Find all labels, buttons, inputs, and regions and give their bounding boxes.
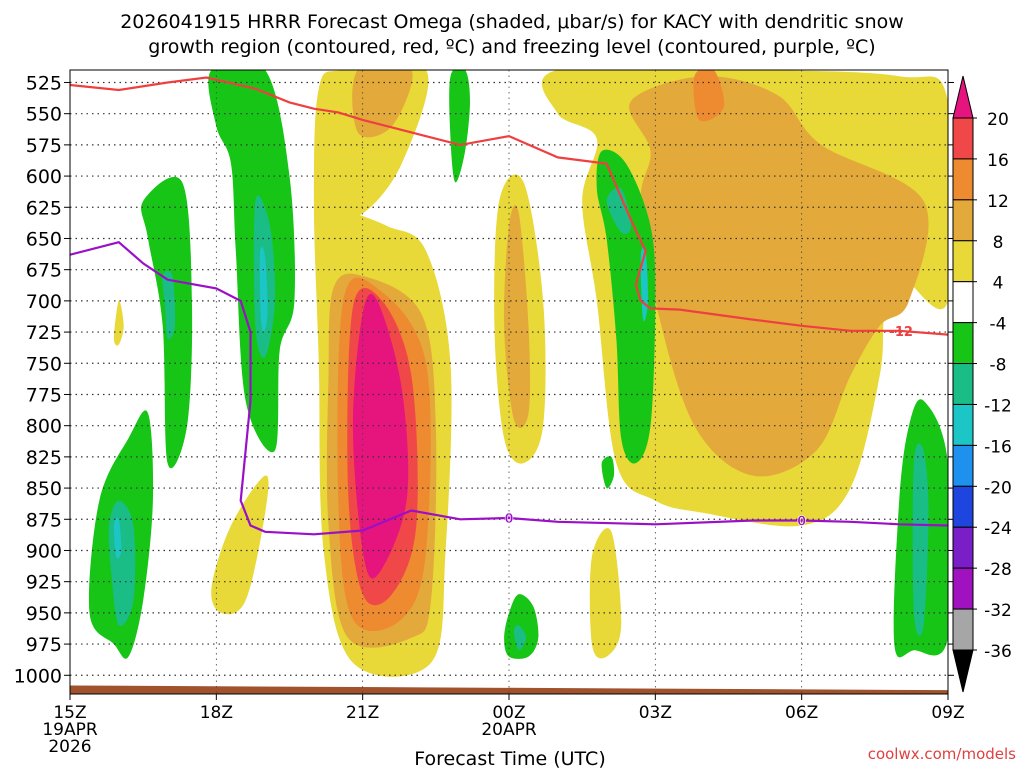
- colorbar-label-2: 12: [987, 192, 1009, 212]
- x-tick-label-0-2: 2026: [48, 737, 91, 757]
- colorbar-label-3: 8: [993, 233, 1004, 253]
- colorbar-bottom-arrow: [952, 649, 974, 693]
- colorbar-bin-4: [952, 240, 974, 283]
- colorbar-label-4: 4: [993, 274, 1004, 294]
- omega-region-neg12-21: [113, 517, 122, 559]
- y-tick-label-625: 625: [26, 197, 62, 219]
- colorbar-bin-2: [952, 158, 974, 201]
- x-tick-label-15-0: 06Z: [785, 703, 818, 723]
- omega-region-pos4-0: [211, 475, 269, 615]
- colorbar-label-6: -8: [990, 356, 1007, 376]
- omega-region-neg4-23: [596, 149, 656, 464]
- colorbar-label-10: -24: [984, 519, 1012, 539]
- colorbar-bin-3: [952, 199, 974, 242]
- x-tick-label-6-0: 21Z: [346, 703, 379, 723]
- colorbar-top-arrow: [952, 75, 974, 119]
- omega-region-neg4-14: [208, 70, 295, 453]
- y-tick-label-775: 775: [26, 384, 62, 406]
- chart-title-line2: growth region (contoured, red, ºC) and f…: [148, 36, 875, 58]
- colorbar-label-11: -28: [984, 560, 1012, 580]
- y-tick-label-900: 900: [26, 540, 62, 562]
- y-tick-label-825: 825: [26, 447, 62, 469]
- omega-region-neg4-26: [504, 594, 539, 659]
- x-tick-label-18-0: 09Z: [931, 703, 964, 723]
- colorbar-label-13: -36: [984, 642, 1012, 662]
- colorbar-bin-8: [952, 403, 974, 446]
- colorbar-bin-10: [952, 485, 974, 528]
- colorbar-label-0: 20: [987, 110, 1009, 130]
- colorbar: 20 16 12 8 4 -4 -8 -12 -16 -20 -24 -28 -32 -36: [952, 75, 1012, 693]
- dgz-contour-line: [70, 76, 948, 336]
- omega-region-pos8-9: [503, 205, 531, 429]
- x-tick-label-3-0: 18Z: [200, 703, 233, 723]
- omega-region-neg4-28: [601, 456, 615, 489]
- y-tick-label-675: 675: [26, 260, 62, 282]
- omega-shading: [70, 70, 948, 694]
- colorbar-label-8: -16: [984, 437, 1012, 457]
- omega-region-neg8-24: [606, 187, 631, 235]
- omega-region-pos12-12: [693, 70, 725, 122]
- colorbar-bin-13: [952, 608, 974, 651]
- x-axis-label: Forecast Time (UTC): [414, 748, 605, 768]
- y-tick-label-600: 600: [26, 166, 62, 188]
- y-tick-label-525: 525: [26, 72, 62, 94]
- chart-title-line1: 2026041915 HRRR Forecast Omega (shaded, …: [120, 11, 904, 33]
- colorbar-bin-5: [952, 281, 974, 324]
- colorbar-label-12: -32: [984, 601, 1012, 621]
- freezing-contour-label-1: 0: [797, 515, 806, 530]
- colorbar-label-1: 16: [987, 151, 1009, 171]
- colorbar-bin-11: [952, 526, 974, 569]
- y-tick-label-750: 750: [26, 353, 62, 375]
- x-tick-label-9-1: 20APR: [481, 720, 537, 740]
- y-tick-label-875: 875: [26, 509, 62, 531]
- omega-region-neg8-18: [162, 270, 176, 340]
- y-tick-label-800: 800: [26, 416, 62, 438]
- colorbar-bin-12: [952, 567, 974, 610]
- colorbar-bin-9: [952, 444, 974, 487]
- colorbar-label-5: -4: [990, 315, 1007, 335]
- colorbar-label-7: -12: [984, 396, 1012, 416]
- y-tick-label-1000: 1000: [14, 665, 62, 687]
- contour-lines: -12 0 0: [70, 76, 948, 536]
- omega-region-neg8-30: [912, 443, 929, 636]
- freezing-level-line: [70, 240, 948, 536]
- freezing-contour-label-0: 0: [504, 512, 513, 527]
- colorbar-label-9: -20: [984, 478, 1012, 498]
- y-tick-label-575: 575: [26, 135, 62, 157]
- y-tick-label-925: 925: [26, 572, 62, 594]
- y-tick-label-850: 850: [26, 478, 62, 500]
- x-tick-label-0-0: 15Z: [53, 703, 86, 723]
- y-tick-label-725: 725: [26, 322, 62, 344]
- credit-text: coolwx.com/models: [868, 745, 1016, 763]
- omega-region-neg12-16: [259, 247, 268, 333]
- x-tick-label-0-1: 19APR: [42, 720, 98, 740]
- y-tick-label-950: 950: [26, 603, 62, 625]
- y-tick-label-550: 550: [26, 104, 62, 126]
- omega-region-pos4-1: [113, 300, 124, 346]
- x-tick-label-9-0: 00Z: [492, 703, 525, 723]
- omega-region-pos20-7: [352, 293, 409, 579]
- x-tick-label-12-0: 03Z: [639, 703, 672, 723]
- y-tick-label-975: 975: [26, 634, 62, 656]
- omega-region-pos4-13: [589, 528, 622, 659]
- colorbar-bin-1: [952, 117, 974, 160]
- colorbar-bin-6: [952, 322, 974, 365]
- dgz-contour-label: -12: [889, 325, 913, 340]
- y-tick-label-650: 650: [26, 228, 62, 250]
- y-tick-label-700: 700: [26, 291, 62, 313]
- colorbar-bin-7: [952, 363, 974, 405]
- plot-gridlines: [69, 70, 949, 694]
- ground-surface: [70, 685, 948, 694]
- y-axis: 525 550 575 600 625 650 675 700 725 750 775 800 825 8…: [14, 72, 954, 687]
- omega-region-neg4-22: [449, 70, 470, 183]
